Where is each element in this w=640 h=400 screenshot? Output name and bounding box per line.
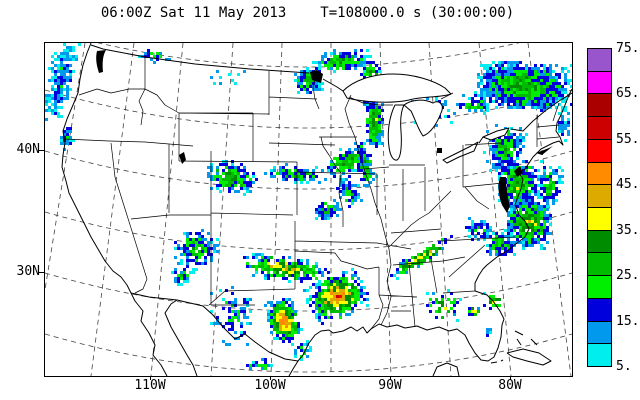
lake-huron <box>403 99 443 137</box>
lon-tick-label: 90W <box>378 378 402 393</box>
parallel-25n <box>45 333 572 373</box>
meridian-110w <box>150 43 184 376</box>
lake-st-clair <box>437 148 442 153</box>
lake-erie <box>442 141 479 164</box>
parallel-50n <box>97 43 520 68</box>
colorbar-label: 25. <box>616 268 640 283</box>
colorbar-cell <box>587 139 612 163</box>
lon-tick-label: 80W <box>498 378 522 393</box>
colorbar-cell <box>587 252 612 276</box>
colorbar-cell <box>587 48 612 72</box>
state-borders <box>63 57 560 330</box>
lake-michigan <box>387 104 405 161</box>
meridian-105w <box>210 43 234 376</box>
lat-tick-label: 40N <box>16 142 40 157</box>
colorbar-cell <box>587 321 612 344</box>
lon-tick-label: 110W <box>134 378 166 393</box>
lake-ontario <box>482 127 510 141</box>
us-radar-map <box>45 43 572 376</box>
lake-superior <box>342 73 452 103</box>
meridian-115w <box>90 43 135 376</box>
lat-tick-mark <box>39 150 44 151</box>
colorbar-label: 35. <box>616 223 640 238</box>
lon-tick-mark <box>270 376 271 380</box>
lon-tick-mark <box>390 376 391 380</box>
colorbar-label: 65. <box>616 86 640 101</box>
great-lakes <box>342 73 510 164</box>
long-island <box>536 146 553 155</box>
meridian-120w <box>45 43 86 293</box>
small-water-bodies <box>96 50 553 213</box>
parallel-30n <box>45 272 572 312</box>
title-datetime: 06:00Z Sat 11 May 2013 <box>100 5 287 21</box>
colorbar-cell <box>587 184 612 208</box>
lon-tick-mark <box>510 376 511 380</box>
colorbar-cell <box>587 207 612 231</box>
colorbar-cell <box>587 162 612 185</box>
colorbar-label: 75. <box>616 41 640 56</box>
figure-title: 06:00Z Sat 11 May 2013 T=108000.0 s (30:… <box>44 5 571 21</box>
colorbar-cell <box>587 116 612 140</box>
colorbar-label: 45. <box>616 177 640 192</box>
lon-tick-mark <box>150 376 151 380</box>
lon-tick-label: 100W <box>254 378 286 393</box>
lake-of-the-woods <box>310 70 323 83</box>
mexico-caribbean-coast <box>130 292 552 376</box>
us-coastline <box>61 43 572 362</box>
parallel-35n <box>45 211 572 251</box>
colorbar-cell <box>587 71 612 94</box>
chesapeake-bay <box>498 177 510 213</box>
title-forecast-timer: T=108000.0 s (30:00:00) <box>320 5 515 21</box>
lat-tick-label: 30N <box>16 264 40 279</box>
colorbar-label: 5. <box>616 359 632 374</box>
delaware-bay <box>514 166 523 177</box>
colorbar-cell <box>587 298 612 322</box>
meridian-100w <box>270 43 283 376</box>
colorbar-label: 15. <box>616 314 640 329</box>
canada-border <box>90 44 572 144</box>
map-frame <box>44 42 573 377</box>
lat-tick-mark <box>39 272 44 273</box>
colorbar-label: 55. <box>616 132 640 147</box>
puget-sound <box>96 50 106 73</box>
geography <box>61 43 572 376</box>
meridian-85w <box>428 43 452 376</box>
great-salt-lake <box>179 152 186 164</box>
parallel-45n <box>45 89 572 129</box>
colorbar-cell <box>587 343 612 367</box>
colorbar-cell <box>587 93 612 117</box>
colorbar-cell <box>587 275 612 299</box>
colorbar-cell <box>587 230 612 253</box>
